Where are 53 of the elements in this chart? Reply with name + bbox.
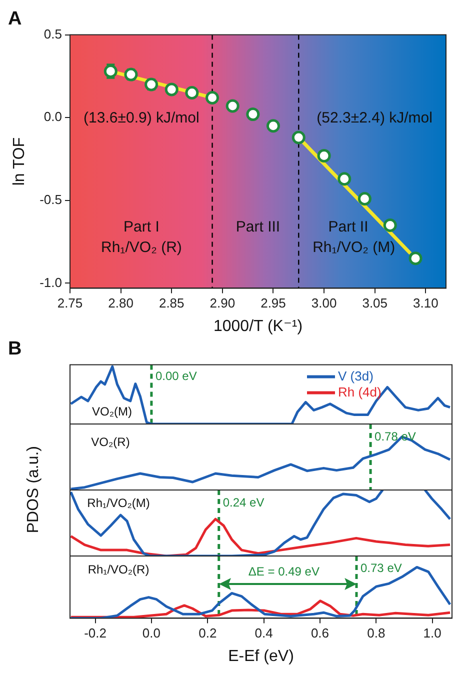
y-tick-label: -1.0: [40, 274, 62, 290]
x-tick-label: -0.2: [84, 626, 106, 641]
legend-label: V (3d): [338, 368, 374, 384]
point: [185, 86, 199, 100]
x-tick-label: 1.0: [423, 626, 442, 641]
annotation: Rh₁/VO₂(M): [87, 496, 150, 510]
ref-line-label: 0.73 eV: [360, 560, 402, 575]
point: [317, 148, 331, 162]
x-tick-label: 2.90: [210, 296, 236, 311]
point: [408, 252, 422, 266]
x-tick-label: 0.0: [142, 626, 160, 641]
point: [292, 130, 306, 144]
x-tick-label: 0.4: [254, 626, 273, 641]
point: [246, 108, 260, 122]
chart-title: A: [8, 8, 22, 30]
point: [358, 192, 372, 206]
annotation: Part II: [328, 218, 368, 236]
point: [338, 172, 352, 186]
annotation: Rh₁/VO₂ (R): [100, 238, 182, 256]
x-tick-label: 2.75: [57, 296, 83, 311]
ref-line-label: 0.24 eV: [222, 496, 264, 510]
x-tick-label: 0.8: [367, 626, 386, 641]
annotation: Rh₁/VO₂(R): [88, 562, 150, 577]
annotation: VO₂(R): [91, 434, 130, 449]
point: [206, 90, 220, 104]
x-axis-title: E-Ef (eV): [228, 648, 294, 665]
y-tick-label: 0.0: [44, 109, 62, 124]
x-tick-label: 3.05: [362, 296, 388, 311]
x-tick-label: 0.6: [310, 626, 330, 641]
ref-line-label: 0.00 eV: [155, 368, 197, 383]
x-tick-label: 3.10: [413, 296, 438, 311]
y-axis-title: ln TOF: [11, 137, 28, 186]
x-tick-label: 0.2: [198, 626, 217, 641]
y-axis-title: PDOS (a.u.): [25, 446, 43, 534]
point: [383, 218, 397, 232]
legend-label: Rh (4d): [338, 384, 382, 400]
x-tick-label: 2.85: [158, 296, 184, 311]
x-tick-label: 2.95: [260, 296, 286, 311]
annotation: VO₂(M): [92, 404, 132, 418]
x-axis-title: 1000/T (K⁻¹): [213, 318, 303, 335]
annotation: ΔE = 0.49 eV: [248, 564, 320, 578]
annotation: Part III: [236, 218, 280, 236]
annotation: (13.6±0.9) kJ/mol: [84, 110, 200, 127]
point: [226, 99, 240, 113]
annotation: Part I: [124, 218, 160, 236]
y-tick-label: 0.5: [44, 26, 62, 42]
chart-title: B: [8, 338, 22, 360]
x-tick-label: 3.00: [311, 296, 337, 311]
y-tick-label: -0.5: [40, 192, 62, 207]
point: [266, 119, 280, 133]
x-tick-label: 2.80: [108, 296, 134, 311]
annotation: (52.3±2.4) kJ/mol: [316, 110, 432, 127]
annotation: Rh₁/VO₂ (M): [312, 238, 396, 256]
